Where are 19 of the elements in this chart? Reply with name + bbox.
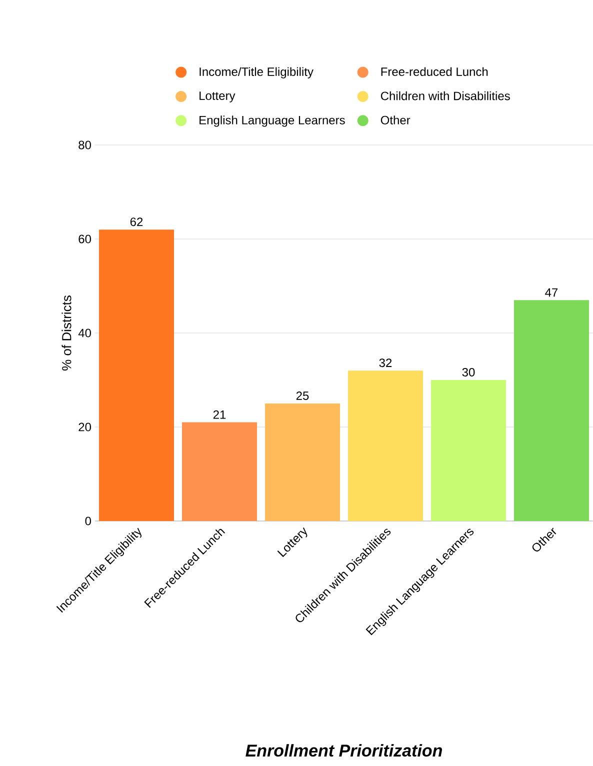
legend-label: English Language Learners <box>200 116 345 127</box>
data-label: 62 <box>130 218 143 226</box>
y-tick-label: 0 <box>85 516 92 526</box>
legend-label: Other <box>380 116 410 124</box>
y-axis-title: % of Districts <box>62 296 72 370</box>
legend-label: Children with Disabilities <box>380 91 510 100</box>
data-label: 32 <box>379 358 392 368</box>
y-tick-label: 20 <box>78 422 91 432</box>
data-label: 25 <box>296 391 309 400</box>
data-label: 47 <box>545 288 558 297</box>
legend-label: Income/Title Eligibility <box>200 67 314 78</box>
y-tick-label: 80 <box>78 140 91 150</box>
legend-label: Lottery <box>200 92 236 102</box>
text: Enrollment Prioritization <box>246 744 442 757</box>
y-tick-label: 40 <box>78 328 91 338</box>
data-label: 21 <box>213 410 226 419</box>
data-label: 30 <box>462 368 475 376</box>
legend-label: Free-reduced Lunch <box>381 67 488 76</box>
y-tick-label: 60 <box>78 234 91 244</box>
